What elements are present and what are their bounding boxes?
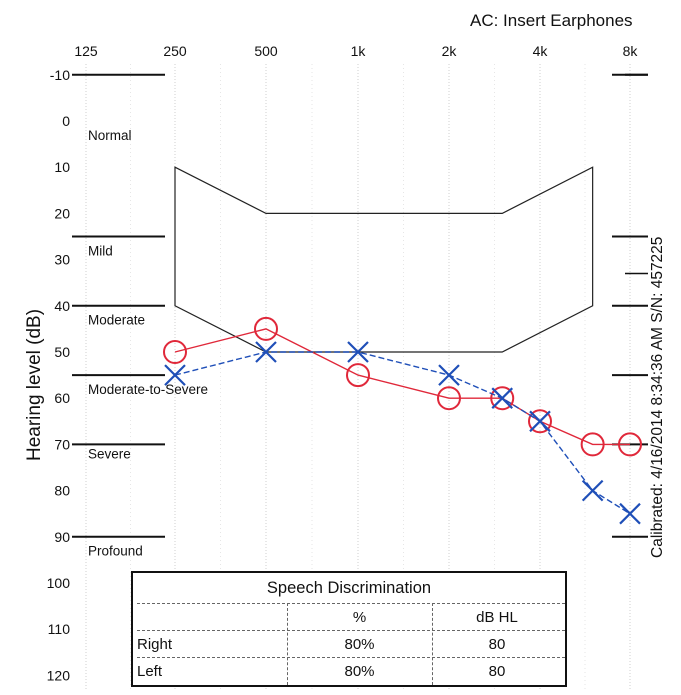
data-point-right [163,340,187,364]
data-point-left [255,341,277,363]
sd-header-dbhl: dB HL [476,609,518,626]
x-tick-label: 4k [533,43,549,59]
sd-header-percent: % [352,609,367,626]
sd-separator [287,603,288,685]
x-tick-label: 2k [442,43,458,59]
calibration-info: Calibrated: 4/16/2014 8:34:36 AM S/N: 45… [649,236,666,558]
sd-row-left: Left 80% 80 [137,657,565,685]
x-tick-label: 125 [74,43,98,59]
speech-banana [174,166,594,353]
degree-label: Moderate-to-Severe [88,382,208,397]
series-layer [163,316,642,525]
y-tick-labels: -10 0 10 20 30 40 50 60 70 80 90 100 110 120 [47,67,71,684]
chart-grid [72,64,648,690]
degree-label: Normal [88,128,132,143]
data-point-left [491,387,514,409]
y-tick-label: 60 [54,390,70,406]
data-point-left [347,341,369,363]
data-point-right [618,432,642,457]
series-line-right [174,328,630,446]
data-point-right [346,363,370,388]
y-tick-label: 90 [54,529,70,545]
sd-row-right: Right 80% 80 [137,630,565,658]
x-tick-label: 500 [254,43,278,59]
y-tick-label: 70 [54,436,70,452]
degree-label: Mild [88,243,113,258]
sd-row-db: 80 [488,663,506,680]
sd-grid: % dB HL Right 80% 80 Left 80% 80 [137,603,565,685]
y-tick-label: 10 [54,159,70,175]
data-point-left [619,502,641,525]
sd-row-percent: 80% [344,636,375,653]
sd-row-percent: 80% [344,663,375,680]
data-point-right [490,386,515,411]
y-tick-label: 110 [48,621,71,637]
data-point-left [438,364,460,386]
y-tick-label: 40 [54,298,70,314]
y-axis-label: Hearing level (dB) [24,309,45,461]
data-point-left [581,479,604,502]
data-point-right [254,316,278,341]
series-line-left [174,351,631,515]
speech-banana-outline [174,166,594,353]
data-point-left [164,364,186,386]
sd-row-label: Left [137,663,163,680]
y-tick-label: 30 [54,252,70,268]
sd-header-row: % dB HL [137,603,565,631]
sd-row-db: 80 [488,636,506,653]
speech-discrimination-title: Speech Discrimination [266,579,432,597]
y-tick-label: 100 [47,575,71,591]
degree-label: Severe [88,447,131,462]
sd-row-label: Right [137,636,173,653]
data-point-right [437,386,461,411]
x-tick-labels: 125 250 500 1k 2k 4k 8k [74,43,638,59]
y-tick-label: 120 [47,667,71,683]
y-tick-label: -10 [50,67,70,83]
data-point-right [580,432,605,457]
degree-label: Moderate [88,313,145,328]
y-tick-label: 80 [54,483,70,499]
y-tick-label: 0 [62,113,70,129]
data-point-left [529,410,551,433]
y-tick-label: 50 [54,344,70,360]
degree-labels: Normal Mild Moderate Moderate-to-Severe Seve… [88,128,208,559]
degree-label: Profound [88,544,143,559]
y-tick-label: 20 [54,205,70,221]
speech-discrimination-table: Speech Discrimination % dB HL Right 80% … [131,571,567,687]
x-tick-label: 1k [351,43,367,59]
sd-separator [432,603,433,685]
x-tick-label: 250 [163,43,187,59]
chart-title: AC: Insert Earphones [470,11,633,30]
sd-header-blank [137,604,287,631]
x-tick-label: 8k [623,43,639,59]
data-point-right [528,409,552,434]
